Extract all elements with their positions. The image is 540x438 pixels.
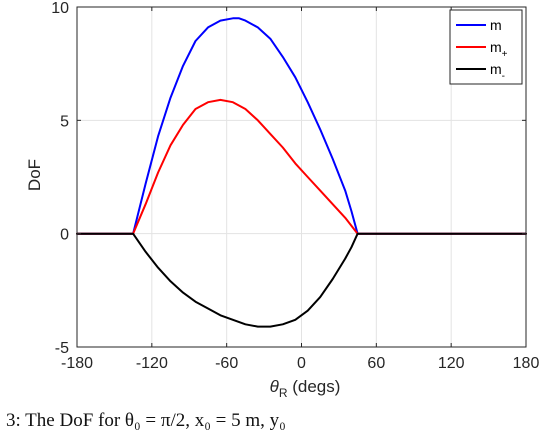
- legend-label-m: m: [490, 17, 502, 33]
- legend-label-m-: m-: [490, 61, 505, 82]
- y-tick-label: 0: [60, 227, 69, 244]
- series-line-m: [76, 17, 527, 235]
- y-tick-label: 5: [60, 113, 69, 130]
- y-axis-label: DoF: [25, 159, 44, 191]
- x-axis-label-symbol: θ: [270, 377, 280, 396]
- legend-label-m+: m+: [490, 39, 508, 60]
- x-tick-label: 0: [297, 355, 306, 372]
- x-axis-label-unit: (degs): [287, 377, 340, 396]
- series-line-m-: [76, 232, 527, 328]
- tick-labels: -180 -120 -60 0 60 120 180 -5 0 5 10: [51, 0, 539, 372]
- legend: m m+m-: [449, 9, 523, 85]
- x-tick-label: -60: [215, 355, 238, 372]
- series-lines: [76, 17, 527, 328]
- x-tick-label: 180: [513, 355, 540, 372]
- x-tick-label: 120: [438, 355, 465, 372]
- x-tick-label: 60: [367, 355, 385, 372]
- figure-caption: 3: The DoF for θ₀ = π/2, x₀ = 5 m, y₀: [6, 410, 286, 431]
- x-tick-label: -120: [136, 355, 168, 372]
- y-tick-label: 10: [51, 0, 69, 17]
- y-tick-label: -5: [55, 340, 69, 357]
- x-axis-label: θR (degs): [270, 377, 341, 400]
- series-line-m+: [76, 98, 527, 235]
- x-axis-label-subscript: R: [279, 386, 288, 400]
- x-tick-label: -180: [61, 355, 93, 372]
- axis-ticks: [76, 6, 527, 348]
